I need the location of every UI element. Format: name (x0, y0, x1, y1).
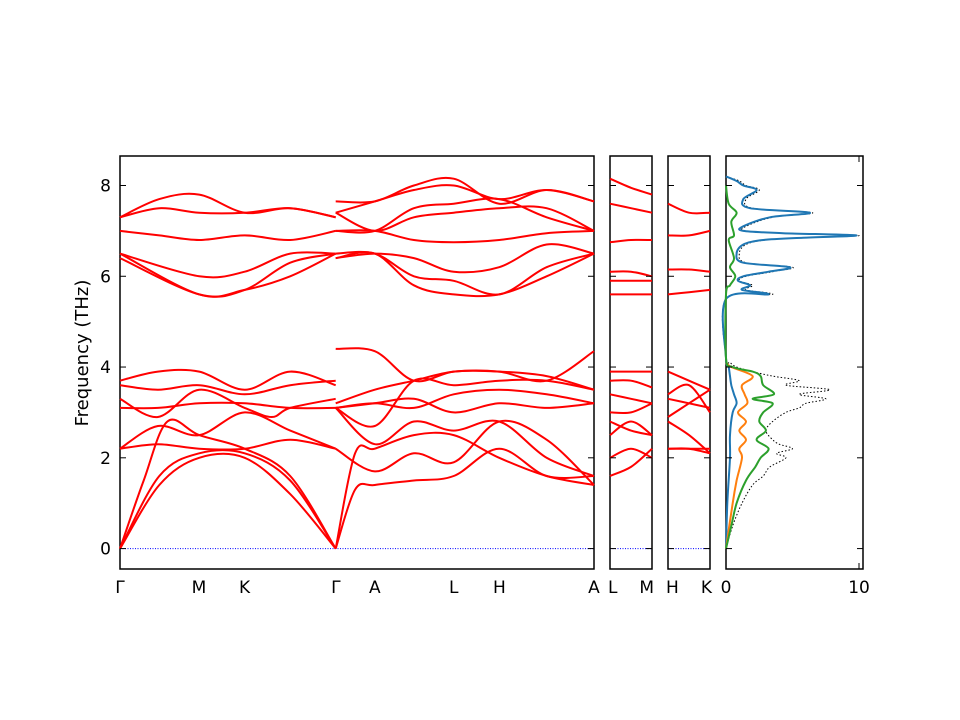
phonon-band-band-LM-11 (609, 238, 653, 244)
phonon-band-band-main-22 (335, 369, 595, 405)
phonon-band-band-main-15 (334, 431, 595, 549)
high-symmetry-label: M (639, 578, 654, 598)
phonon-band-band-main-16 (334, 447, 595, 549)
phonon-band-band-LM-5 (609, 393, 653, 405)
phonon-band-band-HK-7 (667, 288, 711, 296)
phonon-band-band-LM-10 (609, 270, 653, 278)
phonon-band-band-main-28 (335, 197, 595, 234)
phonon-band-band-main-19 (335, 388, 595, 410)
phonon-band-band-main-23 (335, 347, 595, 383)
phonon-band-band-main-6 (119, 401, 336, 410)
phonon-band-band-LM-6 (609, 379, 653, 389)
phonon-band-band-main-24 (335, 251, 595, 298)
x-tick-label-dos: 10 (848, 578, 870, 598)
phonon-band-band-LM-2 (609, 420, 653, 436)
phonon-band-band-main-2 (119, 418, 337, 550)
phonon-band-band-main-7 (119, 379, 336, 396)
phonon-band-band-LM-13 (609, 177, 653, 196)
phonon-band-band-main-4 (119, 411, 337, 450)
phonon-band-band-main-18 (334, 407, 595, 477)
high-symmetry-label: H (666, 578, 679, 598)
phonon-band-band-LM-1 (609, 447, 653, 459)
high-symmetry-label: Γ (115, 578, 125, 598)
phonon-band-band-main-29 (335, 205, 595, 232)
high-symmetry-label: L (449, 578, 459, 598)
high-symmetry-label: Γ (331, 578, 341, 598)
y-tick-label: 4 (100, 358, 111, 378)
dos-series-1 (721, 175, 858, 549)
phonon-band-band-HK-2 (667, 420, 711, 455)
high-symmetry-label: A (369, 578, 381, 598)
phonon-band-band-LM-12 (609, 202, 653, 214)
y-tick-label: 2 (100, 449, 111, 469)
high-symmetry-label: M (192, 578, 207, 598)
phonon-band-band-LM-4 (609, 402, 653, 415)
panel-frame-band-HK (667, 155, 711, 570)
phonon-band-band-HK-10 (667, 202, 711, 215)
phonon-band-band-LM-0 (609, 447, 653, 477)
phonon-band-band-main-26 (335, 243, 595, 274)
panel-frame-band-main (119, 155, 595, 570)
phonon-band-band-HK-8 (667, 268, 711, 273)
high-symmetry-label: K (701, 578, 713, 598)
phonon-band-band-main-17 (335, 419, 595, 486)
y-tick-label: 6 (100, 267, 111, 287)
y-axis-label: Frequency (THz) (72, 280, 93, 427)
phonon-band-band-main-8 (119, 368, 337, 391)
panel-frame-band-LM (609, 155, 653, 570)
dos-series-0 (721, 175, 860, 549)
dos-series-2 (725, 361, 754, 549)
high-symmetry-label: L (608, 578, 618, 598)
phonon-band-band-main-0 (119, 452, 337, 550)
high-symmetry-label: A (588, 578, 600, 598)
phonon-band-band-HK-6 (667, 370, 711, 391)
phonon-band-band-LM-3 (609, 420, 653, 437)
phonon-band-band-main-20 (335, 397, 595, 414)
phonon-band-band-main-11 (119, 251, 336, 279)
x-tick-label-dos: 0 (721, 578, 732, 598)
phonon-band-band-main-1 (119, 449, 337, 550)
phonon-band-band-HK-9 (667, 229, 711, 237)
phonon-band-band-main-31 (335, 184, 595, 214)
phonon-band-band-main-12 (119, 229, 336, 242)
y-tick-label: 8 (100, 177, 111, 197)
phonon-band-band-main-3 (119, 438, 336, 451)
high-symmetry-label: K (239, 578, 251, 598)
high-symmetry-label: H (493, 578, 506, 598)
panel-frame-dos (725, 155, 864, 570)
phonon-band-band-HK-5 (667, 383, 711, 414)
y-tick-label: 0 (100, 540, 111, 560)
phonon-band-band-main-10 (119, 252, 337, 298)
dos-series-3 (724, 185, 776, 549)
phonon-band-band-main-14 (119, 192, 336, 219)
